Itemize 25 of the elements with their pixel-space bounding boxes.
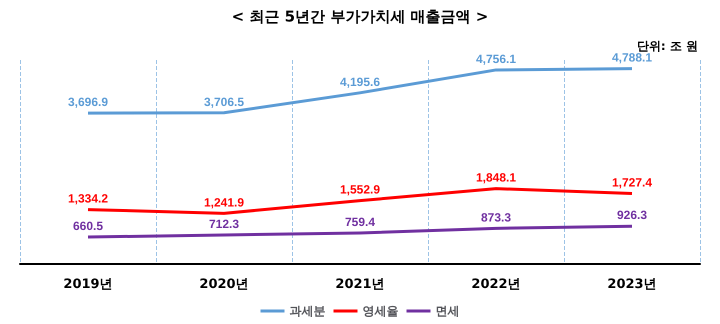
data-label: 873.3 bbox=[480, 210, 512, 224]
chart-title: < 최근 5년간 부가가치세 매출금액 > bbox=[232, 8, 488, 26]
data-label: 3,696.9 bbox=[68, 95, 108, 110]
x-tick-label: 2022년 bbox=[471, 277, 521, 292]
data-label: 759.4 bbox=[344, 215, 376, 230]
legend-label: 면세 bbox=[436, 304, 460, 318]
x-tick-label: 2021년 bbox=[335, 277, 385, 292]
text: 단위: 조 원 bbox=[636, 39, 698, 53]
data-label: 4,788.1 bbox=[612, 50, 652, 65]
data-label: 3,706.5 bbox=[204, 94, 244, 109]
data-label: 1,241.9 bbox=[204, 195, 244, 210]
legend-label: 과세분 bbox=[290, 304, 326, 318]
legend-label: 영세율 bbox=[362, 304, 398, 318]
data-label: 1,727.4 bbox=[612, 176, 652, 190]
data-label: 926.3 bbox=[616, 208, 648, 222]
x-tick-label: 2023년 bbox=[607, 277, 657, 292]
data-label: 4,756.1 bbox=[476, 52, 516, 66]
data-label: 1,552.9 bbox=[340, 182, 380, 197]
data-label: 4,195.6 bbox=[340, 74, 380, 89]
x-tick-label: 2019년 bbox=[63, 277, 113, 292]
data-label: 1,848.1 bbox=[476, 170, 516, 185]
data-label: 712.3 bbox=[208, 216, 240, 231]
data-label: 1,334.2 bbox=[68, 192, 108, 206]
data-label: 660.5 bbox=[72, 219, 104, 234]
x-tick-label: 2020년 bbox=[199, 277, 249, 292]
